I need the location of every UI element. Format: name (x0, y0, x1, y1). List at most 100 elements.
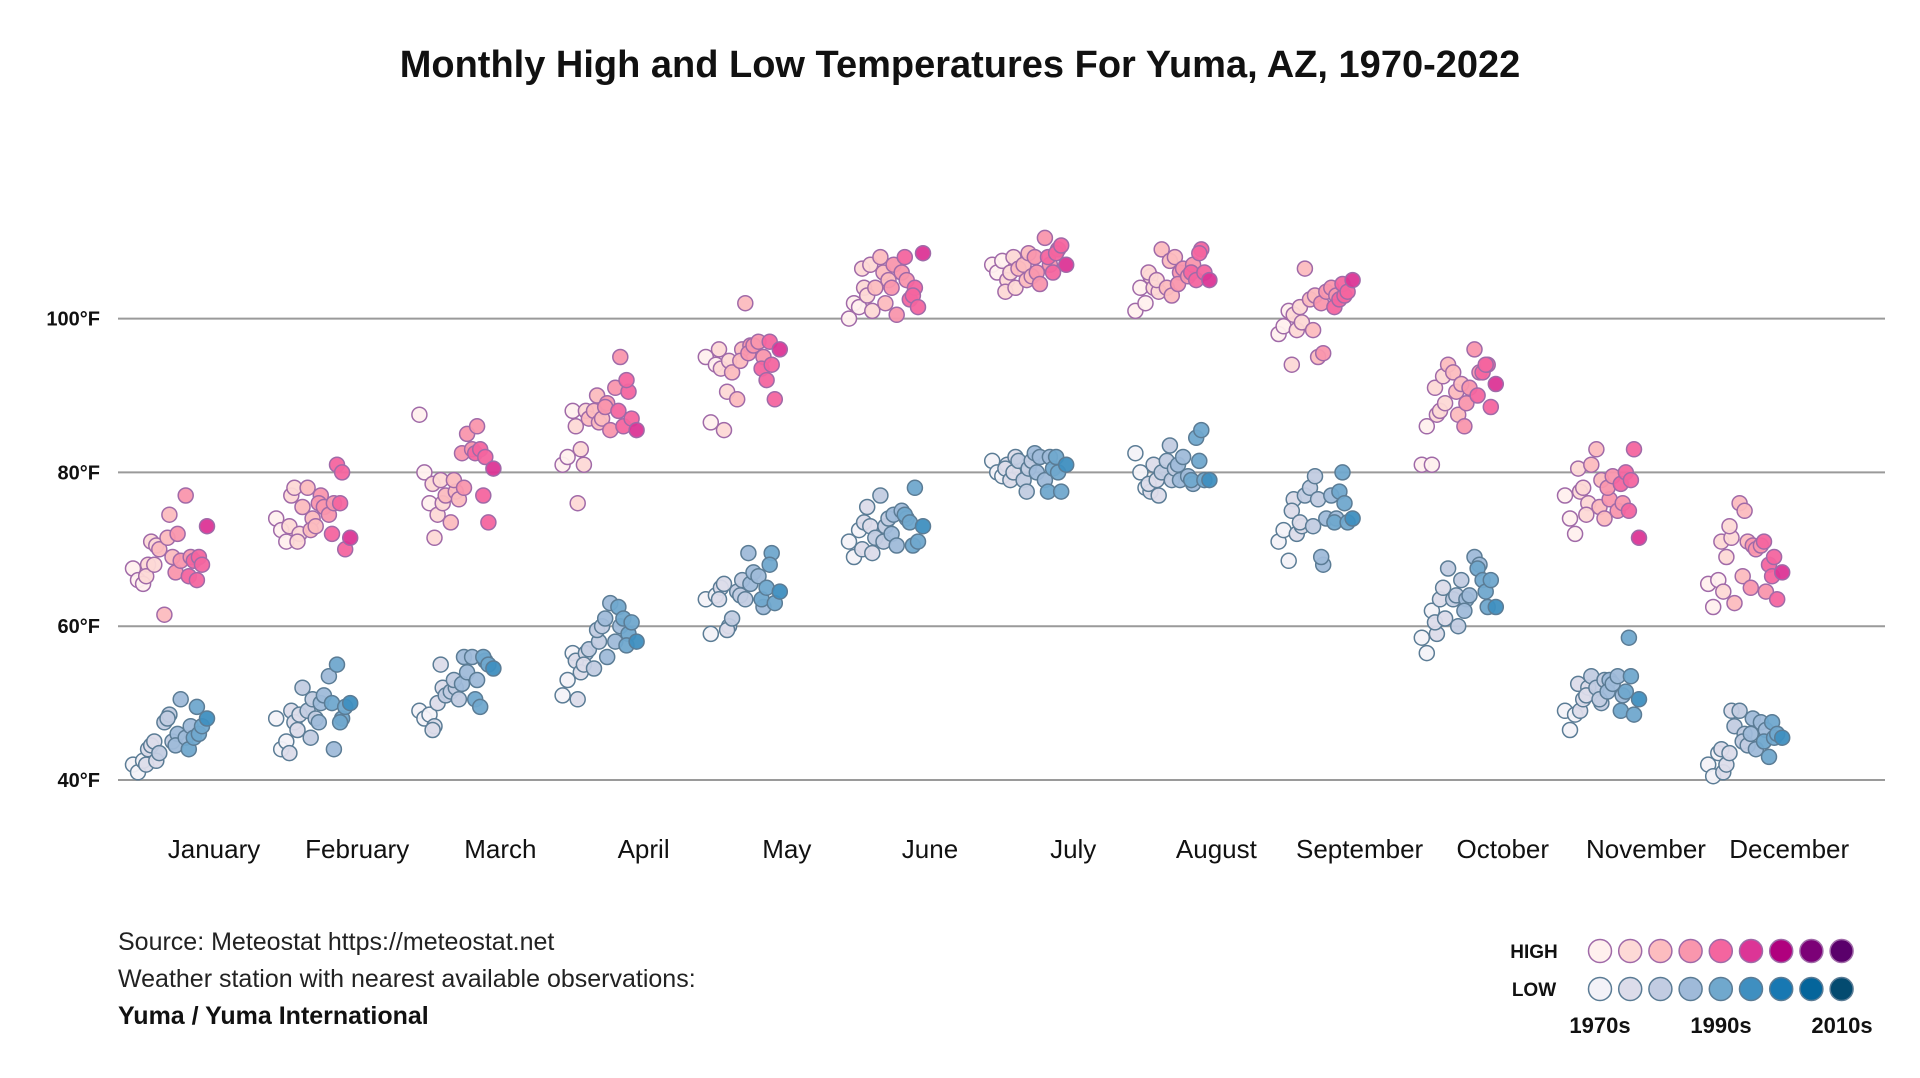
low-point (1721, 744, 1738, 762)
legend-high-swatch (1587, 938, 1613, 964)
low-point (1487, 598, 1505, 616)
low-point (325, 740, 343, 758)
high-point (1057, 256, 1075, 274)
low-point (1150, 487, 1167, 504)
low-point (1418, 644, 1436, 662)
high-point (341, 529, 359, 547)
station-note: Weather station with nearest available o… (118, 965, 696, 993)
high-point (1715, 583, 1732, 600)
low-point (888, 537, 905, 554)
high-point (455, 479, 473, 497)
high-point (475, 487, 492, 504)
high-point (728, 391, 746, 408)
high-point (1620, 502, 1638, 520)
low-point (1312, 548, 1330, 566)
low-point (1191, 452, 1208, 470)
low-point (1630, 691, 1648, 708)
low-point (1456, 602, 1473, 620)
low-point (715, 575, 733, 593)
low-point (450, 691, 468, 708)
low-point (1132, 464, 1149, 481)
high-point (1477, 356, 1494, 373)
legend-low-swatch (1768, 976, 1794, 1002)
low-point (320, 667, 338, 685)
low-point (771, 583, 789, 600)
high-point (323, 525, 341, 543)
high-point (477, 448, 494, 466)
high-point (569, 494, 586, 512)
low-point (864, 544, 881, 562)
low-point (906, 479, 924, 497)
low-point (289, 721, 306, 739)
legend-low-swatch (1617, 976, 1643, 1002)
high-point (1721, 517, 1738, 535)
x-tick-label: April (618, 834, 670, 864)
x-tick-label: January (168, 834, 261, 864)
legend-high-swatch (1678, 938, 1703, 964)
high-point (1704, 598, 1722, 616)
high-point (411, 406, 428, 423)
high-point (151, 541, 168, 558)
high-point (169, 525, 186, 543)
high-point (331, 494, 349, 512)
low-point (331, 714, 349, 731)
low-point (1052, 483, 1070, 500)
low-point (1449, 617, 1467, 635)
low-point (328, 656, 346, 673)
low-point (267, 710, 285, 727)
low-point (468, 671, 486, 689)
low-point (1336, 494, 1353, 512)
high-point (1344, 271, 1361, 289)
low-point (1344, 510, 1361, 527)
high-point (1736, 502, 1753, 520)
high-point (1456, 418, 1473, 435)
legend-high-label: HIGH (1510, 942, 1558, 963)
high-point (1556, 487, 1574, 504)
low-point (858, 498, 876, 516)
high-point (628, 421, 645, 439)
low-point (750, 567, 767, 585)
high-point (198, 517, 216, 535)
legend-low-swatch (1799, 976, 1824, 1002)
high-point (289, 533, 306, 550)
x-tick-label: May (762, 834, 811, 864)
x-tick-label: September (1296, 834, 1424, 864)
legend-high-swatch (1738, 938, 1764, 964)
legend-low-swatch (1648, 976, 1673, 1002)
y-tick-label: 60°F (58, 616, 100, 638)
low-point (1201, 471, 1218, 489)
high-point (161, 506, 178, 523)
high-point (1566, 525, 1584, 543)
high-point (1768, 591, 1786, 608)
low-point (432, 656, 449, 673)
low-point (1193, 421, 1210, 439)
legend-decade-1990s: 1990s (1690, 1013, 1751, 1038)
station-name: Yuma / Yuma International (118, 1002, 429, 1030)
legend-low-swatch (1738, 976, 1764, 1002)
low-point (596, 610, 614, 627)
high-point (1166, 248, 1184, 266)
high-point (137, 567, 155, 585)
legend-high-swatch (1648, 938, 1673, 964)
high-point (1458, 394, 1475, 412)
low-point (1760, 748, 1778, 766)
low-point (585, 660, 603, 677)
low-point (151, 744, 168, 762)
low-point (737, 591, 754, 608)
legend: HIGH LOW 1970s 1990s 2010s (1510, 938, 1873, 1038)
low-point (761, 556, 778, 573)
high-point (1191, 244, 1208, 262)
low-point (1413, 629, 1431, 646)
legend-high-swatch (1617, 938, 1643, 964)
high-point (877, 294, 894, 312)
low-point (1625, 706, 1643, 723)
low-point (1439, 560, 1457, 577)
high-point (442, 514, 460, 531)
legend-decade-1970s: 1970s (1569, 1013, 1630, 1038)
low-point (1161, 437, 1179, 454)
low-point (1617, 683, 1635, 700)
low-point (1461, 587, 1478, 604)
high-point (1734, 567, 1751, 585)
low-point (702, 625, 720, 643)
low-point (1622, 667, 1640, 685)
